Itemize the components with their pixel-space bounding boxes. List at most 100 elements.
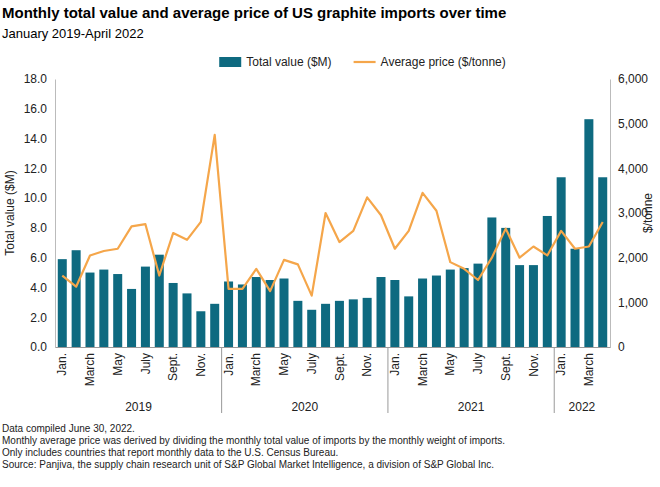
bar: [127, 289, 136, 347]
year-label: 2021: [458, 400, 485, 414]
bar: [557, 177, 566, 347]
y-tick: 18.0: [24, 72, 55, 86]
y-tick-label: 6.0: [30, 251, 47, 265]
x-tick: Sept.: [333, 347, 347, 381]
x-tick: May: [277, 347, 291, 376]
y-tick-label: 10.0: [24, 191, 48, 205]
x-tick: July: [139, 347, 153, 374]
title: Monthly total value and average price of…: [2, 4, 506, 21]
x-tick: Jan.: [388, 347, 402, 376]
x-tick-label: March: [249, 353, 263, 386]
x-tick: March: [416, 347, 430, 386]
year-groups: 2019 2020 2021 2022: [125, 347, 595, 414]
x-tick-label: Jan.: [55, 353, 69, 376]
legend-item: Average price ($/tonne): [354, 55, 506, 69]
bar: [446, 270, 455, 347]
legend-item: Total value ($M): [219, 55, 331, 69]
bar: [529, 265, 538, 347]
x-tick: July: [305, 347, 319, 374]
bar: [99, 270, 108, 347]
bar: [404, 296, 413, 347]
year-label: 2019: [125, 400, 152, 414]
x-tick-label: May: [111, 353, 125, 376]
x-tick-label: July: [139, 353, 153, 374]
y-tick: 10.0: [24, 191, 55, 205]
x-tick: Jan.: [55, 347, 69, 376]
bar: [543, 216, 552, 347]
legend-swatch: [219, 57, 241, 67]
y-tick-label: 16.0: [24, 102, 48, 116]
y-tick-label: 12.0: [24, 162, 48, 176]
note: Source: Panjiva, the supply chain resear…: [2, 459, 494, 470]
x-tick-label: Jan.: [554, 353, 568, 376]
bar: [58, 259, 67, 347]
bar: [169, 283, 178, 347]
bar: [571, 249, 580, 347]
bar: [418, 279, 427, 347]
bar: [584, 119, 593, 347]
x-tick: Sept.: [499, 347, 513, 381]
y-axis-title: Total value ($M): [3, 170, 17, 255]
x-tick-label: March: [416, 353, 430, 386]
x-tick: March: [582, 347, 596, 386]
x-tick: Jan.: [554, 347, 568, 376]
chart: Monthly total value and average price of…: [0, 0, 660, 487]
x-tick: Jan.: [222, 347, 236, 376]
x-tick-label: Nov.: [194, 353, 208, 377]
x-axis-line: [56, 347, 611, 348]
y-tick: 4.0: [30, 281, 55, 295]
y-axis: 0.02.04.06.08.010.012.014.016.018.0: [24, 72, 56, 354]
x-tick-label: Nov.: [527, 353, 541, 377]
y2-tick: 0: [610, 340, 625, 354]
y-tick-label: 14.0: [24, 132, 48, 146]
y2-tick-label: 4,000: [618, 162, 648, 176]
y-tick: 8.0: [30, 221, 55, 235]
y-tick: 14.0: [24, 132, 55, 146]
bar: [307, 310, 316, 347]
x-tick-label: May: [443, 353, 457, 376]
x-tick-label: May: [277, 353, 291, 376]
x-tick: July: [471, 347, 485, 374]
group-separator: [387, 347, 388, 413]
y-tick: 16.0: [24, 102, 55, 116]
x-tick-label: Sept.: [166, 353, 180, 381]
bar-series: [58, 119, 607, 347]
y-tick-label: 18.0: [24, 72, 48, 86]
y2-tick-label: 1,000: [618, 296, 648, 310]
bar: [293, 301, 302, 347]
x-tick-label: March: [83, 353, 97, 386]
x-tick: March: [249, 347, 263, 386]
x-tick-label: Sept.: [499, 353, 513, 381]
x-tick-label: Sept.: [333, 353, 347, 381]
legend: Total value ($M) Average price ($/tonne): [219, 55, 506, 69]
y2-axis-title: $/tonne: [641, 193, 655, 233]
legend-label: Average price ($/tonne): [381, 55, 506, 69]
year-label: 2020: [291, 400, 318, 414]
x-tick: May: [111, 347, 125, 376]
y2-tick: 1,000: [610, 296, 648, 310]
bar: [141, 267, 150, 347]
y-tick-label: 4.0: [30, 281, 47, 295]
y-axis-line: [55, 80, 56, 348]
x-tick-label: March: [582, 353, 596, 386]
y2-axis-line: [610, 80, 611, 348]
bar: [224, 281, 233, 347]
x-tick-label: July: [471, 353, 485, 374]
legend-swatch: [354, 61, 376, 63]
notes: Data compiled June 30, 2022.Monthly aver…: [2, 423, 505, 470]
bar: [390, 280, 399, 347]
x-tick: Nov.: [527, 347, 541, 377]
year-label: 2022: [569, 400, 596, 414]
bar: [363, 298, 372, 347]
bar: [238, 284, 247, 347]
y-tick-label: 8.0: [30, 221, 47, 235]
note: Data compiled June 30, 2022.: [2, 423, 135, 434]
subtitle: January 2019-April 2022: [2, 26, 144, 41]
y-tick: 2.0: [30, 311, 55, 325]
x-tick: Sept.: [166, 347, 180, 381]
x-tick-label: Jan.: [222, 353, 236, 376]
bar: [460, 268, 469, 347]
y2-tick-label: 0: [618, 340, 625, 354]
y-tick-label: 2.0: [30, 311, 47, 325]
x-tick: March: [83, 347, 97, 386]
